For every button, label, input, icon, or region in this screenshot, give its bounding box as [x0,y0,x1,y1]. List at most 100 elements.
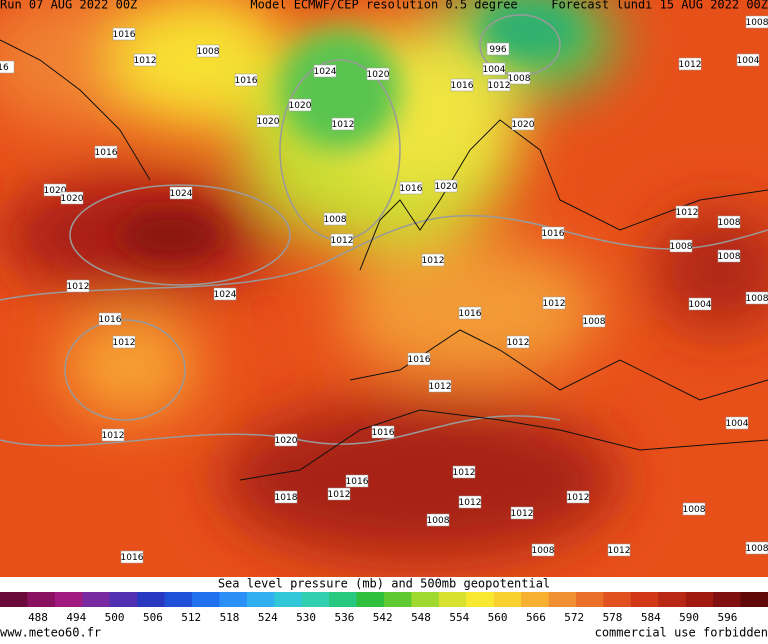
isobar-label-box [582,314,606,328]
isobar-label: 1008 [746,541,768,555]
isobar-label-text: 1012 [453,468,476,478]
footer-notice: commercial use forbidden [595,626,768,640]
colorbar-swatch [658,592,687,607]
colorbar-swatch [493,592,522,607]
isobar-label-text: 1020 [367,70,390,80]
isobar-label-box [725,416,749,430]
isobar-label-text: 1008 [324,215,347,225]
isobar-label-text: 1008 [583,317,606,327]
isobar-label-text: 1016 [346,477,369,487]
isobar-label: 1012 [67,279,89,293]
isobar-label: 1008 [718,215,741,229]
isobar-label-box [43,183,67,197]
isobar-label-box [288,98,312,112]
colorbar-swatch [54,592,83,607]
isobar-label: 1020 [434,179,458,193]
isobar-label: 1020 [288,98,312,112]
isobar-label-box [434,179,458,193]
isobar-label-text: 1020 [61,194,84,204]
isobar-label-text: 1008 [532,546,555,556]
colorbar-swatch [411,592,440,607]
colorbar: 488 494 500 506 512 518 524 530 536 542 548 554 560 5… [0,592,768,624]
isobar-label-text: 1012 [676,208,699,218]
run-label: Run 07 AUG 2022 00Z [0,0,137,12]
isobar-label: 16 [0,60,15,74]
isobar-label-text: 1024 [214,290,237,300]
isobar-label: 1004 [737,53,760,67]
isobar-label-text: 1020 [44,186,67,196]
isobar-label-text: 1004 [726,419,749,429]
isobar-label: 1012 [113,335,135,349]
isobar-label-box [458,306,482,320]
isobar-label-box [331,117,355,131]
isobar-label: 1016 [400,181,423,195]
colorbar-swatch [329,592,358,607]
isobar-label-box [274,433,298,447]
isobar-label: 1016 [458,306,482,320]
isobar-label: 1012 [331,117,355,131]
isobar-label: 1012 [679,57,702,71]
colorbar-swatch [576,592,604,607]
isobar-label: 1004 [689,297,712,311]
isobar-label: 1012 [134,53,157,67]
isobar-label-box [313,64,337,78]
isobar-label: 1012 [511,506,533,520]
isobar-label-box [234,73,258,87]
isobar-label-box [371,425,395,439]
isobar-label: 1012 [102,428,124,442]
colorbar-swatch [301,592,330,607]
isobar-label-text: 1020 [435,182,458,192]
isobar-label-text: 1004 [689,300,712,310]
isobar-label-box [112,27,136,41]
isobar-label-text: 1012 [331,236,354,246]
isobar-label-box [366,67,390,81]
isobar-label-box [717,249,741,263]
isobar-label-box [669,239,693,253]
isobar-label-text: 996 [489,45,506,55]
isobar-label: 1004 [482,62,506,76]
colorbar-tick-label: 494 [66,611,86,624]
isobar-label: 1008 [324,212,347,226]
isobar-label: 1016 [451,78,474,92]
colorbar-swatch [713,592,742,607]
isobar-label: 1008 [746,15,768,29]
colorbar-tick-label: 530 [296,611,316,624]
isobar-label: 1008 [582,314,606,328]
isobar-label-box [482,62,506,76]
colorbar-tick-label: 566 [526,611,546,624]
isobar-label: 1012 [488,78,510,92]
colorbar-tick-label: 488 [28,611,48,624]
isobar-label-text: 1012 [332,120,355,130]
isobar-label-text: 1012 [422,256,445,266]
footer-site: www.meteo60.fr [0,626,101,640]
isobar-label: 1016 [346,474,369,488]
isobar-label-text: 1012 [328,490,351,500]
isobar-label-box [256,114,280,128]
isobar-label: 996 [486,42,510,56]
isobar-label-text: 1016 [95,148,118,158]
isobar-label: 1020 [274,433,298,447]
isobar-label-box [458,495,482,509]
colorbar-tick-label: 578 [603,611,623,624]
isobar-label-text: 1008 [427,516,450,526]
isobar-label: 1008 [746,291,768,305]
isobar-lines [0,14,768,447]
isobar-label: 1016 [99,312,122,326]
isobar-label-text: 1012 [679,60,702,70]
isobar-label-box [330,233,354,247]
colorbar-swatch [219,592,248,607]
isobar-label-box [407,352,431,366]
isobar-label-text: 1008 [746,294,768,304]
isobar-label: 1016 [121,550,144,564]
isobar-label-text: 1004 [483,65,506,75]
isobar-label-text: 1008 [683,505,706,515]
colorbar-tick-label: 506 [143,611,163,624]
colorbar-tick-label: 500 [105,611,125,624]
isobar-label-text: 1024 [314,67,337,77]
colorbar-swatch [0,592,28,607]
isobar-label-text: 1012 [134,56,157,66]
isobar-label-text: 1016 [99,315,122,325]
isobar-label: 1012 [422,253,445,267]
